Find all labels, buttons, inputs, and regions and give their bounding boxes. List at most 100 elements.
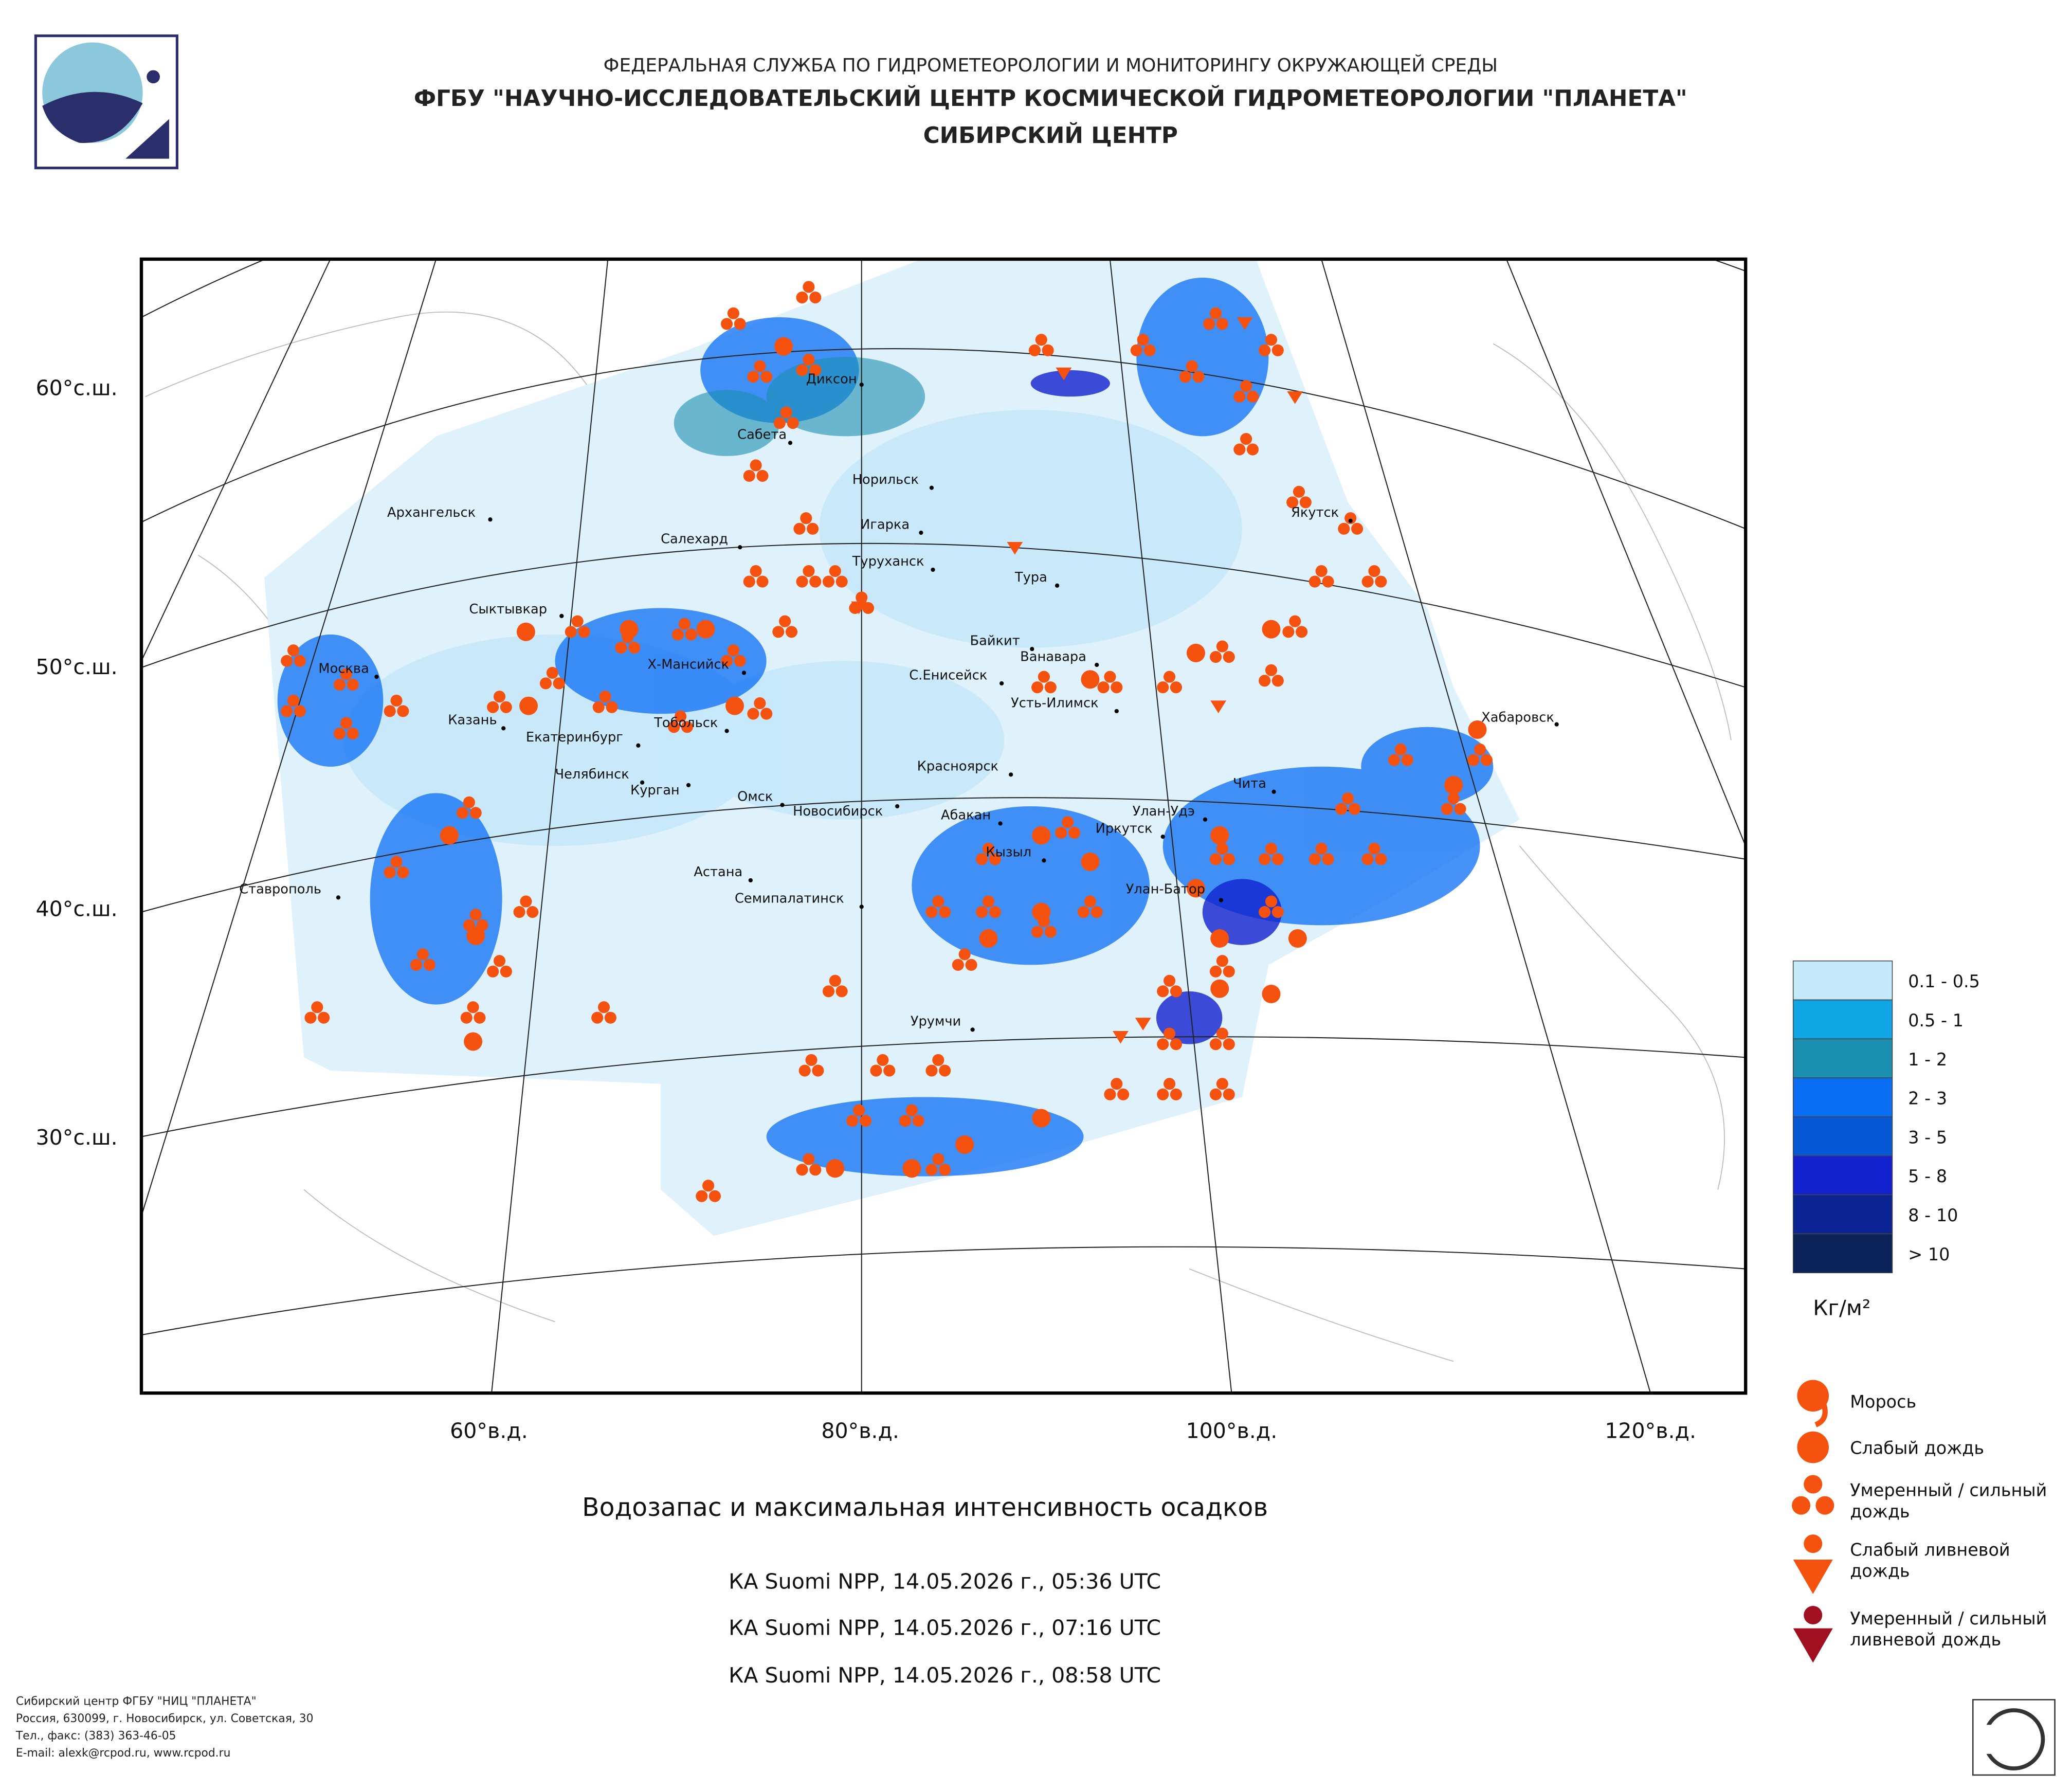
icon bbox=[1815, 1496, 1834, 1515]
rain-dot bbox=[599, 691, 611, 703]
city-label: Ванавара bbox=[1020, 649, 1086, 664]
rain-dot bbox=[671, 628, 684, 641]
rain-dot bbox=[340, 717, 352, 729]
rain-dot bbox=[853, 1104, 865, 1116]
rain-dot bbox=[805, 1054, 817, 1066]
rain-dot bbox=[519, 696, 538, 715]
city-dot bbox=[488, 517, 493, 522]
icon bbox=[1797, 1431, 1829, 1463]
city-dot bbox=[970, 1027, 975, 1032]
rain-dot bbox=[1084, 895, 1096, 908]
city-dot bbox=[788, 441, 793, 445]
rain-dot bbox=[796, 1164, 808, 1176]
rain-dot bbox=[513, 906, 525, 918]
rain-dot bbox=[952, 958, 964, 971]
rain-dot bbox=[1209, 307, 1222, 319]
rain-dot bbox=[1265, 895, 1278, 908]
rain-dot bbox=[1308, 575, 1321, 588]
rain-dot bbox=[397, 705, 409, 717]
rain-dot bbox=[905, 1104, 918, 1116]
city-label: Курган bbox=[630, 783, 680, 798]
precip-label: дождь bbox=[1850, 1501, 1910, 1522]
rain-dot bbox=[1170, 985, 1183, 998]
rain-dot bbox=[1164, 671, 1176, 683]
rain-dot bbox=[592, 701, 605, 713]
rain-dot bbox=[1467, 754, 1480, 766]
rain-dot bbox=[467, 1001, 479, 1014]
rain-dot bbox=[1296, 626, 1308, 638]
rain-dot bbox=[1210, 826, 1229, 845]
precipitation-symbols bbox=[281, 281, 1493, 1202]
city-dot bbox=[559, 613, 564, 619]
city-dot bbox=[1095, 662, 1099, 667]
rain-dot bbox=[829, 565, 841, 577]
city-dot bbox=[895, 804, 900, 809]
city-label: С.Енисейск bbox=[909, 667, 987, 683]
rain-dot bbox=[287, 644, 300, 657]
rain-dot bbox=[1348, 803, 1360, 815]
rain-dot bbox=[1137, 334, 1149, 346]
precip-label: дождь bbox=[1850, 1561, 1910, 1581]
lat-label: 30°с.ш. bbox=[35, 1125, 117, 1150]
rain-dot bbox=[1209, 1088, 1222, 1100]
rain-dot bbox=[1044, 926, 1057, 938]
lat-label: 60°с.ш. bbox=[35, 376, 117, 401]
city-label: Архангельск bbox=[387, 505, 476, 520]
rain-dot bbox=[939, 906, 951, 918]
rain-dot bbox=[803, 353, 815, 366]
rain-dot bbox=[800, 512, 812, 524]
shower bbox=[1135, 1018, 1151, 1030]
rain-dot bbox=[1368, 842, 1380, 855]
rain-dot bbox=[754, 360, 766, 372]
rain-dot bbox=[500, 965, 512, 978]
icon bbox=[1804, 1605, 1823, 1624]
legend-swatch bbox=[1792, 1155, 1893, 1196]
rain-dot bbox=[675, 710, 687, 722]
rain-dot bbox=[779, 615, 791, 627]
rain-dot bbox=[1104, 671, 1116, 683]
rain-dot bbox=[1192, 371, 1205, 383]
rain-dot bbox=[546, 666, 558, 679]
rain-dot bbox=[1441, 803, 1453, 815]
rain-dot bbox=[493, 691, 506, 703]
rain-dot bbox=[979, 929, 998, 948]
logo bbox=[34, 34, 178, 170]
rain-dot bbox=[1209, 853, 1222, 865]
rain-dot bbox=[829, 974, 841, 987]
rain-dot bbox=[1179, 371, 1191, 383]
rain-dot bbox=[1186, 879, 1205, 898]
rain-dot bbox=[1130, 344, 1142, 356]
rain-dot bbox=[1223, 651, 1235, 663]
rain-dot bbox=[807, 522, 819, 535]
rain-dot bbox=[912, 1115, 924, 1127]
header-agency: ФЕДЕРАЛЬНАЯ СЛУЖБА ПО ГИДРОМЕТЕОРОЛОГИИ … bbox=[604, 55, 1498, 76]
rain-dot bbox=[384, 866, 396, 879]
city-label: Омск bbox=[737, 789, 773, 805]
rain-dot bbox=[287, 694, 300, 707]
rain-dot bbox=[1038, 671, 1050, 683]
rain-dot bbox=[925, 1164, 938, 1176]
rain-dot bbox=[1210, 929, 1229, 948]
city-dot bbox=[780, 803, 785, 807]
rain-dot bbox=[1117, 1088, 1130, 1100]
rain-dot bbox=[1271, 906, 1284, 918]
rain-dot bbox=[685, 628, 697, 641]
city-label: Туруханск bbox=[852, 554, 924, 569]
pass: КА Suomi NPP, 14.05.2026 г., 07:16 UTC bbox=[729, 1616, 1161, 1640]
rain-dot bbox=[1031, 926, 1044, 938]
rain-dot bbox=[1338, 522, 1350, 535]
rain-dot bbox=[932, 1153, 944, 1165]
city-label: Сабета bbox=[737, 427, 787, 443]
rain-dot bbox=[1351, 522, 1364, 535]
rain-dot bbox=[318, 1011, 330, 1024]
legend-label: 8 - 10 bbox=[1908, 1205, 1958, 1225]
rain-dot bbox=[1262, 984, 1281, 1003]
rain-dot bbox=[571, 615, 584, 627]
rain-dot bbox=[410, 958, 423, 971]
rain-dot bbox=[826, 1159, 845, 1178]
rain-dot bbox=[678, 618, 690, 630]
rain-dot bbox=[1081, 852, 1100, 871]
rain-dot bbox=[1223, 1088, 1235, 1100]
rain-dot bbox=[347, 678, 359, 691]
rain-dot bbox=[333, 678, 346, 691]
